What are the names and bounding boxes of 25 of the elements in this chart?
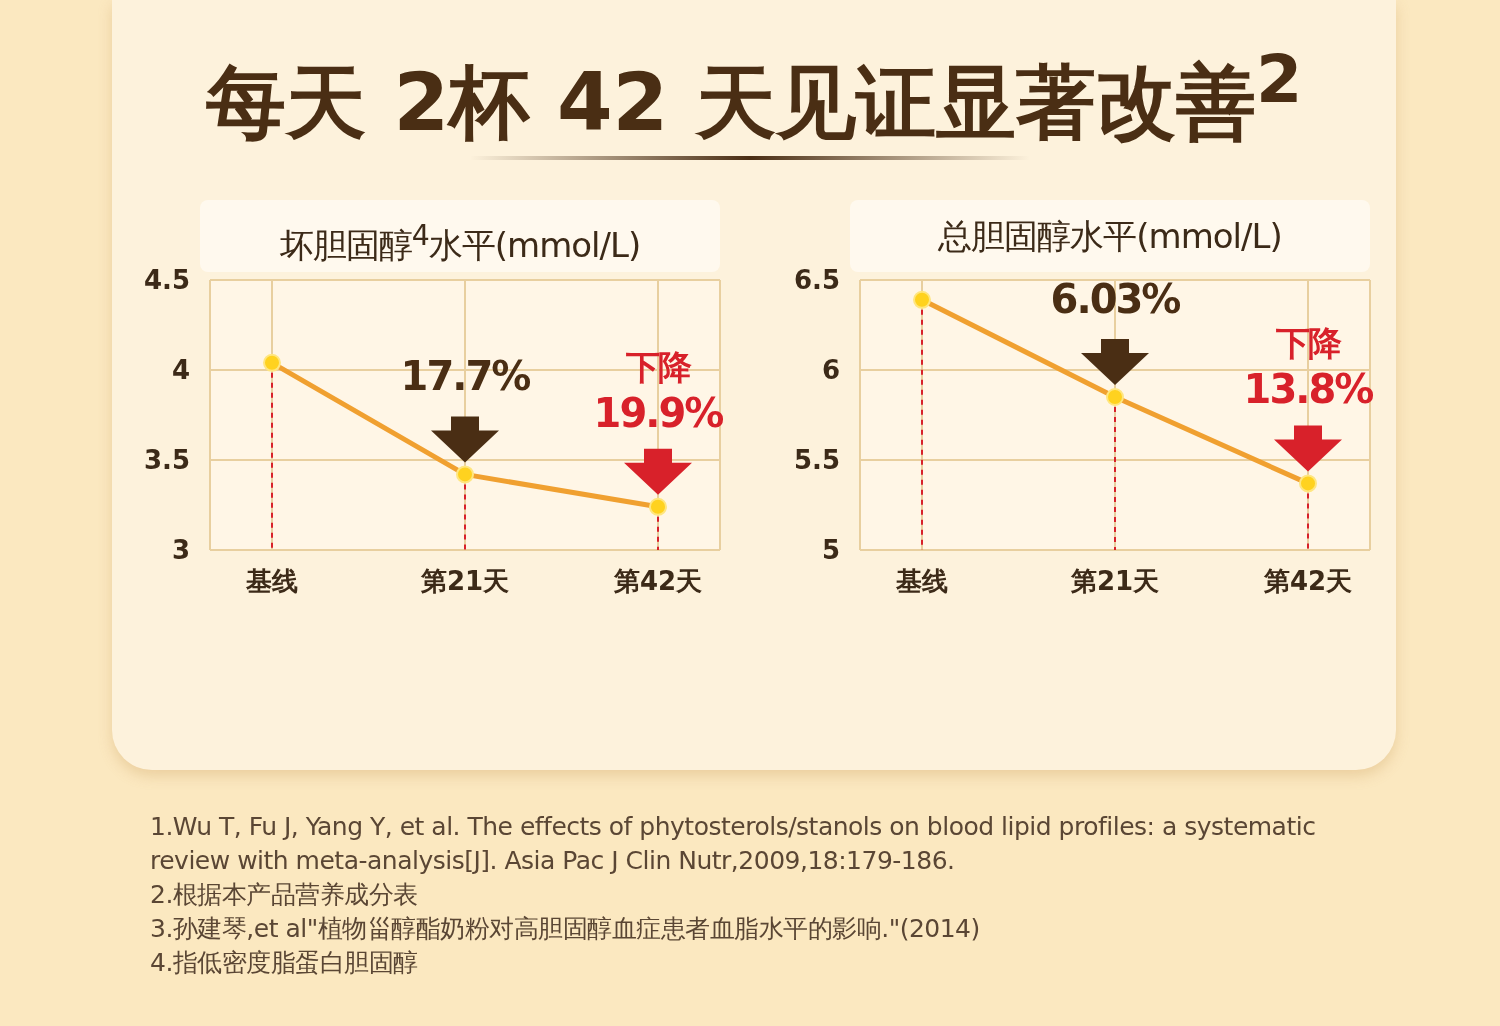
x-tick-label: 基线	[895, 566, 948, 597]
x-tick-label: 第42天	[612, 566, 703, 597]
x-tick-label: 第21天	[419, 566, 510, 597]
annotation: 6.03%	[1050, 276, 1181, 322]
chart-title: 总胆固醇水平(mmol/L)	[850, 200, 1370, 272]
y-tick-label: 3	[171, 535, 190, 566]
chart-title: 每天 2杯 42 天见证显著改善$^{2}$	[204, 40, 1304, 151]
y-tick-label: 3.5	[143, 445, 190, 476]
y-tick-label: 4.5	[143, 265, 190, 296]
y-tick-label: 4	[171, 355, 190, 386]
text: 4.指低密度脂蛋白胆固醇	[150, 947, 419, 979]
y-tick-label: 5.5	[793, 445, 840, 476]
y-tick-label: 6	[821, 355, 840, 386]
annotation: 下降 19.9%	[593, 346, 724, 436]
text: 3.孙建琴,et al"植物甾醇酯奶粉对高胆固醇血症患者血脂水平的影响."(2014)	[150, 913, 981, 945]
chart-subtitle: 坏胆固醇$^{4}$水平(mmol/L)	[200, 200, 720, 272]
annotation: 下降 13.8%	[1243, 323, 1374, 413]
annotation: 17.7%	[400, 353, 531, 400]
x-tick-label: 第21天	[1069, 566, 1160, 597]
y-tick-label: 6.5	[793, 265, 840, 296]
y-tick-label: 5	[821, 535, 840, 566]
x-tick-label: 第42天	[1262, 566, 1353, 597]
text: 1.Wu T, Fu J, Yang Y, et al. The effects of phytosterols/stanols on blood lipid profiles: a systematic review with meta-analysis[J]. Asia Pac J Clin Nutr,2009,18:179-186.	[150, 811, 1317, 877]
x-tick-label: 基线	[245, 566, 298, 597]
text: 2.根据本产品营养成分表	[150, 879, 419, 911]
